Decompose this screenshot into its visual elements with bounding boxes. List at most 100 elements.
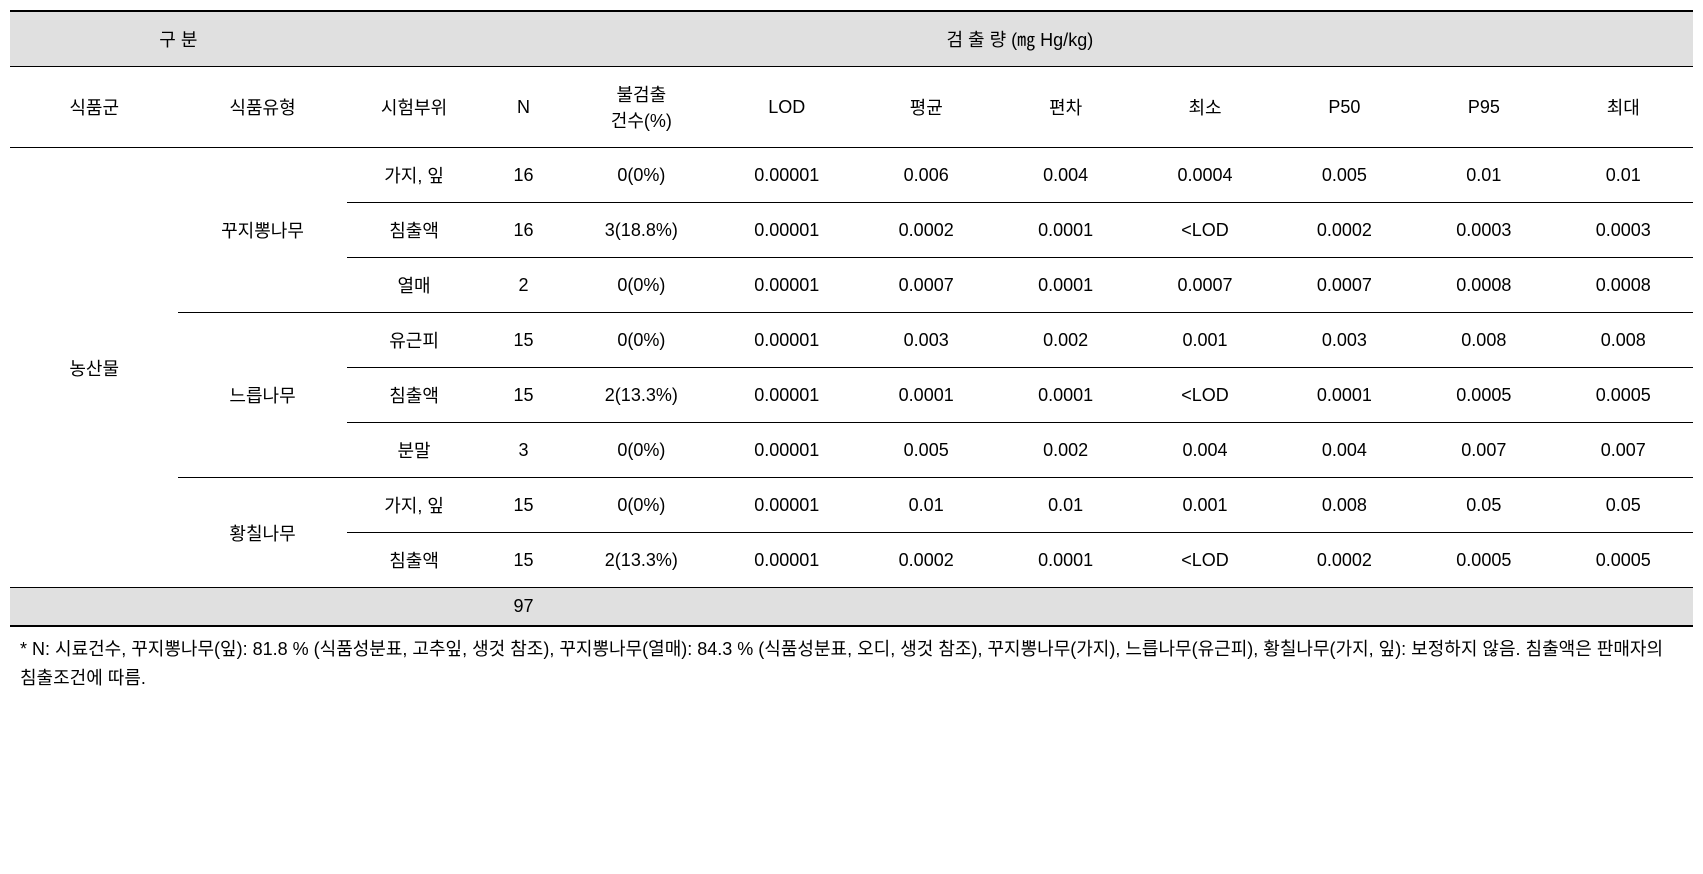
cell-mean: 0.0002 [857, 533, 996, 588]
cell-mean: 0.0007 [857, 258, 996, 313]
cell-sd: 0.0001 [996, 203, 1135, 258]
cell-n: 2 [481, 258, 565, 313]
cell-nd: 0(0%) [566, 423, 718, 478]
col-max: 최대 [1554, 67, 1693, 148]
col-min: 최소 [1135, 67, 1274, 148]
total-empty-cell [717, 588, 856, 627]
cell-p95: 0.007 [1414, 423, 1553, 478]
header-detection: 검 출 량 (㎎ Hg/kg) [347, 11, 1693, 67]
header-group: 구 분 [10, 11, 347, 67]
cell-sd: 0.0001 [996, 368, 1135, 423]
cell-min: 0.004 [1135, 423, 1274, 478]
col-food-type: 식품유형 [178, 67, 346, 148]
total-empty-cell [178, 588, 346, 627]
cell-p95: 0.01 [1414, 148, 1553, 203]
table-row: 농산물꾸지뽕나무가지, 잎160(0%)0.000010.0060.0040.0… [10, 148, 1693, 203]
cell-max: 0.0008 [1554, 258, 1693, 313]
col-p50: P50 [1275, 67, 1414, 148]
cell-lod: 0.00001 [717, 368, 856, 423]
cell-n: 15 [481, 368, 565, 423]
total-empty-cell [996, 588, 1135, 627]
cell-sd: 0.0001 [996, 258, 1135, 313]
hg-detection-table: 구 분 검 출 량 (㎎ Hg/kg) 식품군 식품유형 시험부위 N 불검출 … [10, 10, 1693, 627]
table-row: 황칠나무가지, 잎150(0%)0.000010.010.010.0010.00… [10, 478, 1693, 533]
cell-sd: 0.004 [996, 148, 1135, 203]
cell-sd: 0.0001 [996, 533, 1135, 588]
cell-part: 열매 [347, 258, 482, 313]
cell-max: 0.01 [1554, 148, 1693, 203]
cell-nd: 0(0%) [566, 258, 718, 313]
cell-nd: 3(18.8%) [566, 203, 718, 258]
cell-p95: 0.0003 [1414, 203, 1553, 258]
food-type-cell: 황칠나무 [178, 478, 346, 588]
cell-p95: 0.008 [1414, 313, 1553, 368]
cell-part: 침출액 [347, 533, 482, 588]
cell-min: <LOD [1135, 533, 1274, 588]
cell-mean: 0.0002 [857, 203, 996, 258]
cell-mean: 0.01 [857, 478, 996, 533]
cell-p50: 0.0002 [1275, 203, 1414, 258]
cell-lod: 0.00001 [717, 533, 856, 588]
cell-max: 0.007 [1554, 423, 1693, 478]
cell-max: 0.008 [1554, 313, 1693, 368]
cell-min: 0.0007 [1135, 258, 1274, 313]
cell-mean: 0.005 [857, 423, 996, 478]
cell-sd: 0.002 [996, 423, 1135, 478]
cell-part: 가지, 잎 [347, 478, 482, 533]
cell-nd: 0(0%) [566, 478, 718, 533]
col-p95: P95 [1414, 67, 1553, 148]
cell-p50: 0.008 [1275, 478, 1414, 533]
cell-part: 침출액 [347, 368, 482, 423]
cell-p95: 0.05 [1414, 478, 1553, 533]
total-empty-cell [566, 588, 718, 627]
cell-nd: 0(0%) [566, 313, 718, 368]
total-empty-cell [857, 588, 996, 627]
cell-lod: 0.00001 [717, 203, 856, 258]
cell-n: 15 [481, 478, 565, 533]
total-n-cell: 97 [481, 588, 565, 627]
food-group-cell: 농산물 [10, 148, 178, 588]
cell-min: 0.001 [1135, 313, 1274, 368]
total-empty-cell [1135, 588, 1274, 627]
cell-min: <LOD [1135, 368, 1274, 423]
cell-lod: 0.00001 [717, 258, 856, 313]
cell-p50: 0.0001 [1275, 368, 1414, 423]
cell-nd: 2(13.3%) [566, 533, 718, 588]
cell-p50: 0.003 [1275, 313, 1414, 368]
cell-nd: 2(13.3%) [566, 368, 718, 423]
cell-mean: 0.006 [857, 148, 996, 203]
cell-max: 0.0005 [1554, 368, 1693, 423]
food-type-cell: 느릅나무 [178, 313, 346, 478]
cell-sd: 0.002 [996, 313, 1135, 368]
cell-min: 0.001 [1135, 478, 1274, 533]
cell-n: 16 [481, 148, 565, 203]
cell-lod: 0.00001 [717, 148, 856, 203]
total-empty-cell [1554, 588, 1693, 627]
table-footnote: * N: 시료건수, 꾸지뽕나무(잎): 81.8 % (식품성분표, 고추잎,… [10, 627, 1693, 693]
cell-p50: 0.004 [1275, 423, 1414, 478]
total-empty-cell [1414, 588, 1553, 627]
cell-p95: 0.0005 [1414, 368, 1553, 423]
col-mean: 평균 [857, 67, 996, 148]
total-row: 97 [10, 588, 1693, 627]
food-type-cell: 꾸지뽕나무 [178, 148, 346, 313]
cell-p50: 0.005 [1275, 148, 1414, 203]
cell-n: 16 [481, 203, 565, 258]
cell-max: 0.0005 [1554, 533, 1693, 588]
cell-lod: 0.00001 [717, 423, 856, 478]
total-empty-cell [10, 588, 178, 627]
table-body: 농산물꾸지뽕나무가지, 잎160(0%)0.000010.0060.0040.0… [10, 148, 1693, 627]
col-nd: 불검출 건수(%) [566, 67, 718, 148]
cell-n: 15 [481, 313, 565, 368]
col-food-group: 식품군 [10, 67, 178, 148]
cell-part: 침출액 [347, 203, 482, 258]
total-empty-cell [1275, 588, 1414, 627]
cell-max: 0.05 [1554, 478, 1693, 533]
cell-lod: 0.00001 [717, 478, 856, 533]
cell-nd: 0(0%) [566, 148, 718, 203]
cell-part: 분말 [347, 423, 482, 478]
col-lod: LOD [717, 67, 856, 148]
cell-min: 0.0004 [1135, 148, 1274, 203]
cell-max: 0.0003 [1554, 203, 1693, 258]
cell-part: 유근피 [347, 313, 482, 368]
